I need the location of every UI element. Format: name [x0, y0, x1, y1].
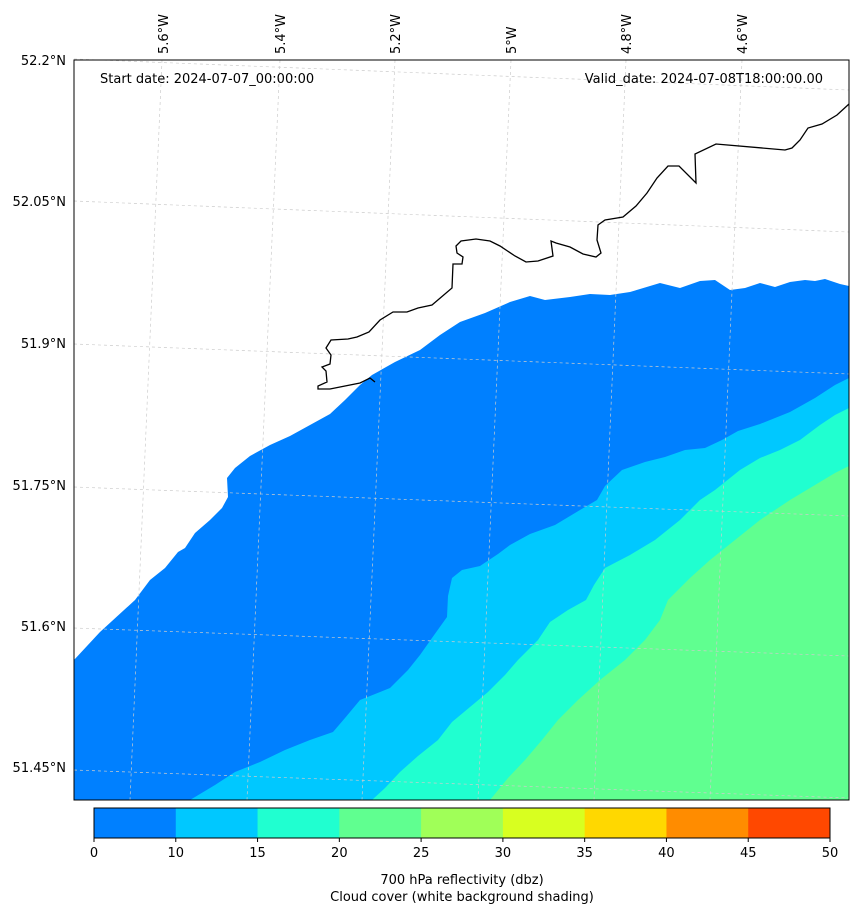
colorbar-segment [421, 808, 504, 838]
colorbar-tick-label: 40 [658, 846, 675, 861]
lon-label: 5°W [505, 26, 520, 54]
colorbar-tick-label: 10 [168, 846, 185, 861]
valid-date-label: Valid_date: 2024-07-08T18:00:00.00 [585, 72, 823, 87]
lon-label: 5.4°W [274, 14, 289, 54]
latitude-labels: 52.2°N 52.05°N 51.9°N 51.75°N 51.6°N 51.… [13, 54, 66, 776]
lat-label: 51.45°N [13, 761, 66, 776]
coastline [317, 103, 850, 390]
lat-label: 51.9°N [21, 337, 66, 352]
colorbar-sublabel: Cloud cover (white background shading) [330, 890, 594, 905]
colorbar-segment [666, 808, 749, 838]
map-panel: Start date: 2024-07-07_00:00:00 Valid_da… [73, 58, 850, 801]
colorbar-tick-label: 25 [413, 846, 430, 861]
colorbar-ticks: 0 10 15 20 25 30 35 40 45 50 [90, 838, 838, 861]
lon-label: 5.6°W [157, 14, 172, 54]
colorbar-tick-label: 50 [822, 846, 839, 861]
colorbar-segment [748, 808, 831, 838]
lon-label: 4.6°W [736, 14, 751, 54]
colorbar-frame [93, 807, 831, 839]
colorbar: 0 10 15 20 25 30 35 40 45 50 700 hPa reflectivity… [90, 807, 838, 905]
colorbar-tick-label: 20 [331, 846, 348, 861]
lat-label: 52.2°N [21, 54, 66, 69]
colorbar-tick-label: 45 [740, 846, 757, 861]
colorbar-segment [175, 808, 259, 838]
colorbar-segment [339, 808, 422, 838]
colorbar-tick-label: 0 [90, 846, 98, 861]
colorbar-tick-label: 15 [249, 846, 266, 861]
colorbar-segment [584, 808, 667, 838]
colorbar-segments [94, 808, 831, 838]
colorbar-segment [257, 808, 340, 838]
longitude-labels: 5.6°W 5.4°W 5.2°W 5°W 4.8°W 4.6°W [157, 14, 751, 54]
band-20-25 [490, 466, 849, 800]
start-date-label: Start date: 2024-07-07_00:00:00 [100, 72, 314, 87]
lon-label: 5.2°W [389, 14, 404, 54]
lat-label: 51.6°N [21, 620, 66, 635]
colorbar-tick-label: 35 [576, 846, 593, 861]
colorbar-segment [94, 808, 177, 838]
colorbar-label: 700 hPa reflectivity (dbz) [380, 873, 543, 888]
colorbar-segment [502, 808, 586, 838]
lat-label: 51.75°N [13, 479, 66, 494]
lat-label: 52.05°N [13, 195, 66, 210]
lon-label: 4.8°W [620, 14, 635, 54]
colorbar-tick-label: 30 [495, 846, 512, 861]
map-frame [73, 59, 850, 801]
